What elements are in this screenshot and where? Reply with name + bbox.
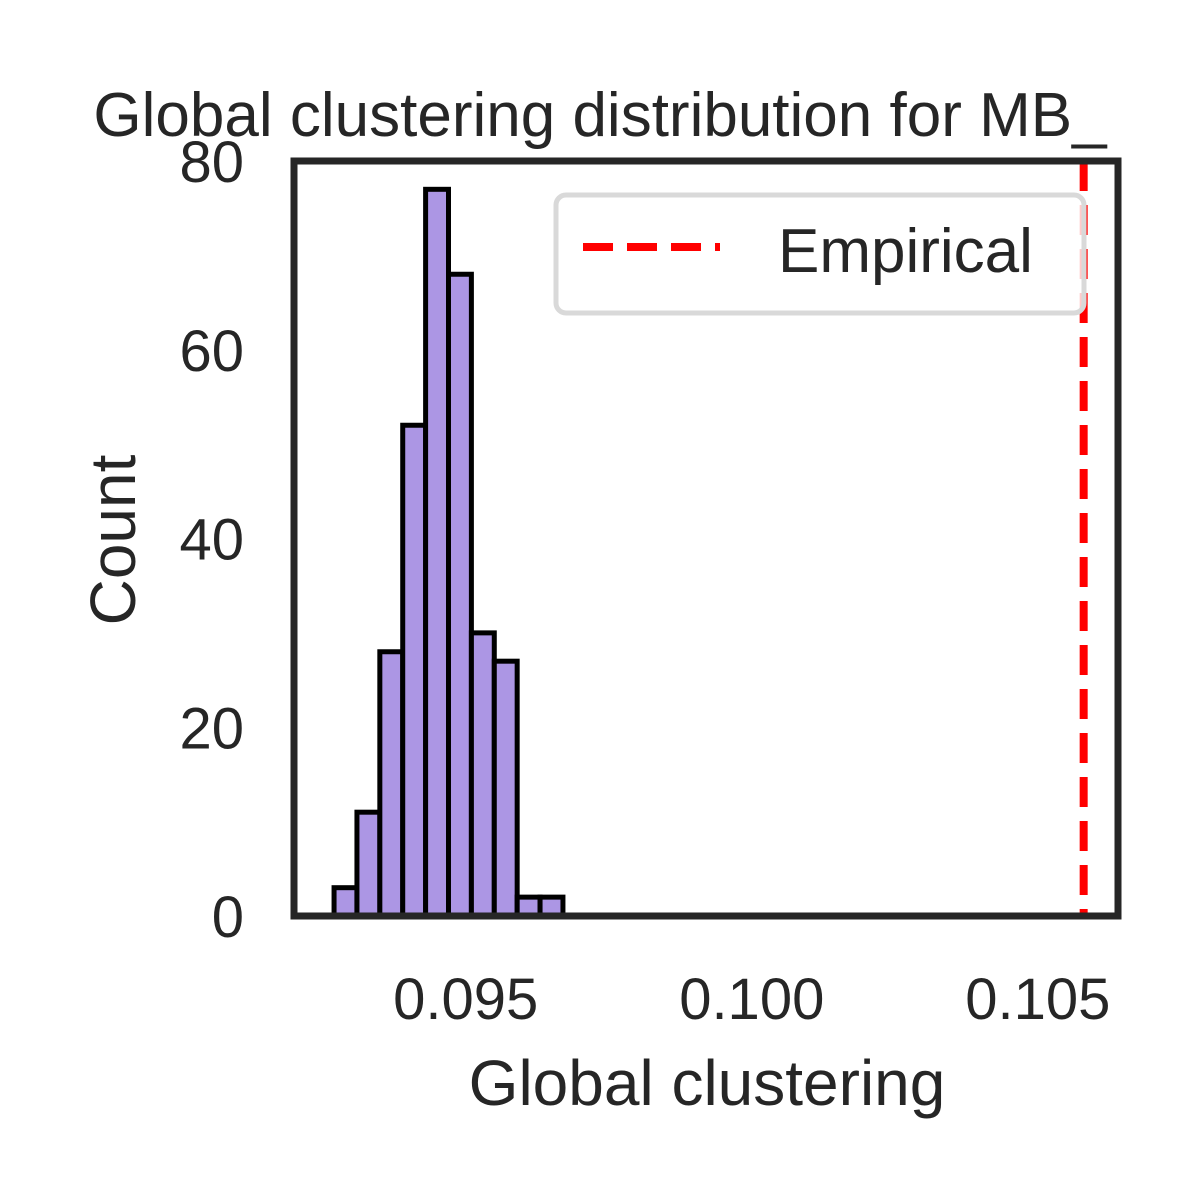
- x-axis-label: Global clustering: [469, 1047, 946, 1119]
- histogram-bars: [331, 186, 566, 919]
- y-axis-label: Count: [77, 454, 149, 625]
- axes-frame: [290, 157, 1122, 920]
- histogram-bar-2: [377, 649, 406, 919]
- histogram-bar-3: [400, 422, 429, 919]
- histogram-bar-5: [446, 271, 474, 919]
- x-axis-ticks: 0.095 0.100 0.105: [393, 967, 1110, 1032]
- histogram-bar-7: [491, 658, 520, 919]
- legend-box: [553, 192, 1087, 316]
- legend: Empirical: [553, 192, 1087, 316]
- x-tick-label-0: 0.095: [393, 967, 538, 1032]
- histogram-bar-0: [331, 885, 360, 919]
- y-axis-ticks: 0 20 40 60 80: [179, 130, 244, 950]
- chart-title: Global clustering distribution for MB_: [93, 81, 1108, 150]
- y-tick-label-4: 80: [179, 130, 244, 195]
- y-tick-label-3: 60: [179, 319, 244, 384]
- histogram-bar-4: [423, 186, 452, 919]
- y-tick-label-1: 20: [179, 696, 244, 761]
- histogram-bar-1: [354, 809, 383, 919]
- histogram-bar-6: [468, 630, 497, 919]
- y-tick-label-0: 0: [212, 885, 244, 950]
- x-tick-label-2: 0.105: [965, 967, 1110, 1032]
- legend-label: Empirical: [778, 217, 1033, 286]
- y-tick-label-2: 40: [179, 508, 244, 573]
- x-tick-label-1: 0.100: [679, 967, 824, 1032]
